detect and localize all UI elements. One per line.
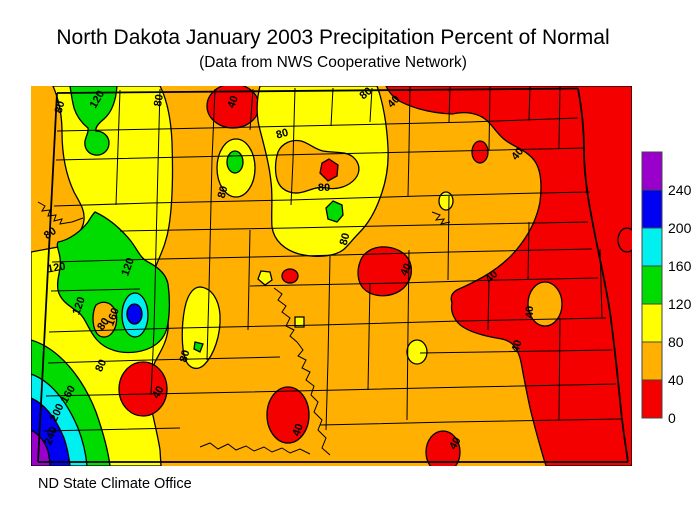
contour-label: 80 [178, 349, 193, 364]
region-orange-hole [527, 281, 563, 327]
legend-swatch [641, 303, 663, 343]
contour-label: 160 [104, 306, 122, 327]
contour-label: 80 [42, 225, 59, 242]
west-border [37, 92, 58, 463]
region-sw-band-240plus [31, 429, 51, 466]
region-closed-contour-east [617, 227, 632, 253]
legend-swatch [641, 265, 663, 305]
legend-swatch [641, 341, 663, 381]
region-red-blob-sc [266, 386, 310, 444]
legend-label: 0 [668, 410, 676, 426]
state-border [37, 87, 629, 463]
contour-label: 80 [216, 185, 231, 200]
contour-label: 80 [318, 182, 330, 194]
contour-label: 80 [152, 93, 166, 107]
contour-label: 40 [510, 339, 525, 354]
region-nc-green-core [226, 150, 244, 174]
legend: 240 200 160 120 80 40 0 [641, 151, 692, 426]
north-border [56, 87, 579, 94]
region-tiny-yellow-pentagon [257, 270, 273, 286]
legend-swatch [641, 379, 663, 419]
contour-label: 120 [46, 261, 66, 276]
contour-label: 240 [42, 425, 60, 446]
legend-swatch [641, 151, 663, 191]
region-tiny-yellow-square [294, 316, 305, 328]
region-closed-80-patch [92, 301, 118, 338]
contour-label: 80 [53, 100, 68, 115]
contour-label: 40 [398, 262, 414, 278]
contour-label: 120 [119, 256, 137, 277]
region-red-blob-bottom [425, 430, 461, 466]
contour-label: 80 [338, 232, 353, 247]
contour-label: 40 [150, 384, 167, 401]
legend-label: 40 [668, 372, 684, 388]
red-river-border [577, 88, 629, 463]
legend-swatch [641, 189, 663, 229]
legend-label: 160 [668, 258, 692, 274]
contour-label: 80 [93, 358, 109, 374]
legend-label: 240 [668, 182, 692, 198]
region-yellow-oval-ec [438, 191, 454, 211]
page-title: North Dakota January 2003 Precipitation … [56, 26, 609, 49]
legend-label: 80 [668, 334, 684, 350]
region-red-pentagon [319, 158, 339, 182]
region-east-0-40 [385, 86, 632, 466]
page-subtitle: (Data from NWS Cooperative Network) [199, 54, 467, 71]
region-green-hexagon [325, 200, 344, 223]
region-yellow-oval-se [406, 339, 428, 365]
contour-label: 80 [95, 316, 112, 333]
legend-swatch [641, 227, 663, 267]
contour-label: 40 [447, 435, 464, 452]
legend-label: 120 [668, 296, 692, 312]
region-tiny-red-blob [281, 268, 299, 284]
region-bullseye-200-240 [126, 303, 143, 325]
region-red-blob-sw [118, 361, 168, 417]
contour-label: 120 [70, 295, 88, 316]
contour-label: 80 [275, 127, 290, 142]
region-nw-120-160 [69, 86, 118, 156]
region-red-oval-ne [471, 140, 489, 164]
region-tiny-green-triangle [193, 341, 204, 353]
legend-label: 200 [668, 220, 692, 236]
contour-label: 40 [225, 94, 240, 110]
attribution: ND State Climate Office [38, 476, 192, 492]
contour-label: 40 [290, 422, 305, 438]
county-grid [37, 86, 622, 456]
contour-label: 40 [524, 306, 536, 318]
